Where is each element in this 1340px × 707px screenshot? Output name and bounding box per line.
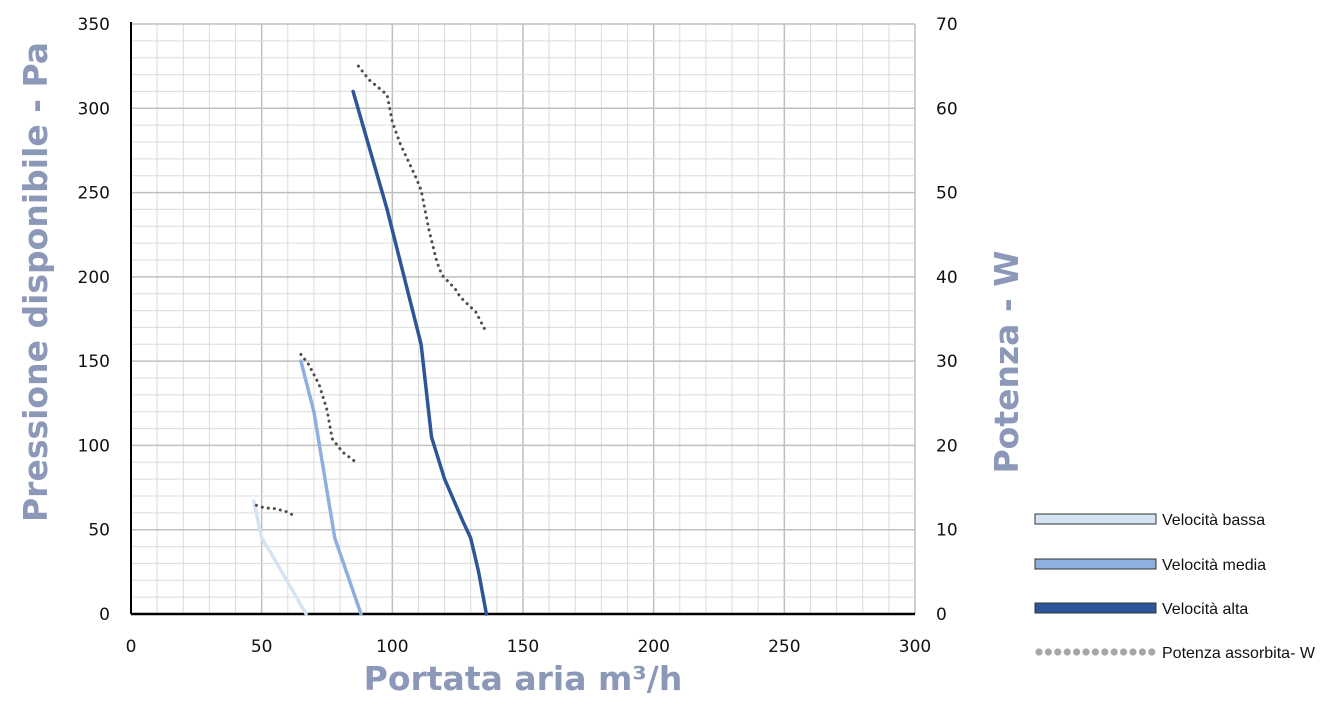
y-tick-label: 200 bbox=[78, 268, 110, 288]
legend-label-0: Velocità bassa bbox=[1162, 512, 1265, 529]
axes bbox=[130, 22, 915, 616]
legend-dot bbox=[1054, 648, 1062, 656]
series-line-1 bbox=[299, 359, 363, 616]
y2-tick-label: 40 bbox=[936, 268, 958, 288]
legend-dot bbox=[1082, 648, 1090, 656]
legend-swatch-2 bbox=[1034, 602, 1157, 614]
legend-swatch-0 bbox=[1034, 513, 1157, 525]
legend-dot bbox=[1120, 648, 1128, 656]
legend-dot bbox=[1073, 648, 1081, 656]
x-tick-label: 150 bbox=[507, 637, 539, 657]
y-tick-label: 150 bbox=[78, 352, 110, 372]
series-line-3-2 bbox=[356, 64, 488, 334]
y2-tick-label: 50 bbox=[936, 184, 958, 204]
tick-labels: 0 50 100 150 200 250 3000501001502002503003500… bbox=[78, 15, 958, 657]
x-tick-label: 300 bbox=[899, 637, 931, 657]
legend-dot bbox=[1101, 648, 1109, 656]
legend-label-2: Velocità alta bbox=[1162, 601, 1248, 618]
x-tick-label: 100 bbox=[376, 637, 408, 657]
y2-tick-label: 20 bbox=[936, 436, 958, 456]
y2-tick-label: 70 bbox=[936, 15, 958, 35]
legend-dot bbox=[1129, 648, 1137, 656]
y-axis-title: Pressione disponibile - Pa bbox=[16, 42, 55, 522]
y-tick-label: 50 bbox=[88, 521, 110, 541]
legend-swatch-1 bbox=[1034, 558, 1157, 570]
x-tick-label: 50 bbox=[251, 637, 273, 657]
legend-dot bbox=[1148, 648, 1156, 656]
legend-dot bbox=[1035, 648, 1043, 656]
series-line-0 bbox=[252, 499, 308, 616]
legend-dot bbox=[1110, 648, 1118, 656]
legend-label-1: Velocità media bbox=[1162, 557, 1266, 574]
y-tick-label: 350 bbox=[78, 15, 110, 35]
y-tick-label: 250 bbox=[78, 184, 110, 204]
legend-dot bbox=[1063, 648, 1071, 656]
x-tick-label: 200 bbox=[637, 637, 669, 657]
y2-tick-label: 30 bbox=[936, 352, 958, 372]
y2-tick-label: 60 bbox=[936, 99, 958, 119]
x-tick-label: 250 bbox=[768, 637, 800, 657]
y-tick-label: 100 bbox=[78, 436, 110, 456]
series-line-3-0 bbox=[254, 503, 298, 518]
y2-tick-label: 10 bbox=[936, 521, 958, 541]
y-tick-label: 300 bbox=[78, 99, 110, 119]
y2-axis-title: Potenza - W bbox=[987, 250, 1026, 473]
legend: Velocità bassa Velocità media Velocità alt… bbox=[1034, 512, 1316, 662]
y2-tick-label: 0 bbox=[936, 605, 947, 625]
series-lines bbox=[252, 64, 489, 616]
series-line-2 bbox=[351, 89, 489, 616]
legend-label-3: Potenza assorbita- W bbox=[1162, 645, 1316, 662]
legend-dot bbox=[1091, 648, 1099, 656]
series-line-3-1 bbox=[299, 352, 360, 466]
grid bbox=[130, 23, 916, 615]
x-axis-title: Portata aria m³/h bbox=[364, 659, 683, 698]
legend-dot bbox=[1044, 648, 1052, 656]
y-tick-label: 0 bbox=[99, 605, 110, 625]
legend-dot bbox=[1138, 648, 1146, 656]
x-tick-label: 0 bbox=[126, 637, 137, 657]
